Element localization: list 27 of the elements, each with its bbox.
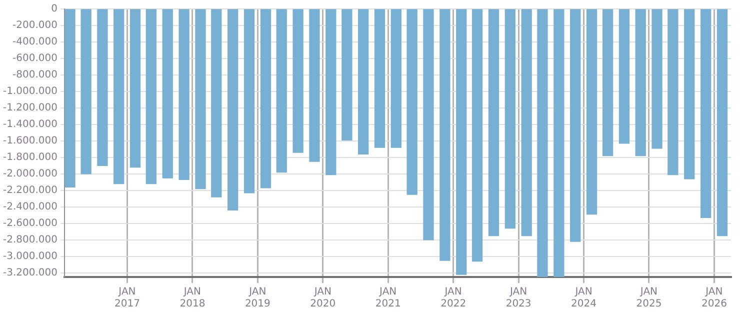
y-tick-label: -3.200.000 bbox=[2, 267, 58, 278]
y-tick-label: -2.200.000 bbox=[2, 185, 58, 196]
y-tick-label: -1.200.000 bbox=[2, 102, 58, 114]
y-tick-label: -3.000.000 bbox=[2, 250, 58, 262]
y-tick-label: -2.800.000 bbox=[2, 234, 58, 246]
x-tick-label: JAN 2022 bbox=[440, 286, 466, 310]
y-tick-label: -400.000 bbox=[12, 36, 58, 48]
y-tick-label: -200.000 bbox=[12, 20, 58, 32]
y-tick-label: -600.000 bbox=[12, 53, 58, 64]
x-tick-label: JAN 2025 bbox=[636, 286, 662, 310]
x-tick-label: JAN 2017 bbox=[114, 286, 140, 310]
y-tick-label: -800.000 bbox=[12, 70, 58, 81]
y-tick-label: -1.800.000 bbox=[2, 152, 58, 164]
y-tick-label: 0 bbox=[51, 4, 58, 15]
y-tick-label: -2.000.000 bbox=[2, 168, 58, 180]
x-tick-label: JAN 2019 bbox=[244, 286, 270, 310]
y-tick-label: -2.600.000 bbox=[2, 218, 58, 229]
x-tick-label: JAN 2020 bbox=[310, 286, 336, 310]
x-tick-label: JAN 2026 bbox=[701, 286, 727, 310]
y-tick-label: -1.400.000 bbox=[2, 119, 58, 130]
y-tick-label: -1.600.000 bbox=[2, 136, 58, 147]
x-tick-label: JAN 2021 bbox=[375, 286, 401, 310]
y-tick-label: -2.400.000 bbox=[2, 202, 58, 212]
x-tick-label: JAN 2018 bbox=[180, 286, 206, 310]
y-tick-label: -1.000.000 bbox=[2, 86, 58, 98]
x-tick-label: JAN 2024 bbox=[571, 286, 596, 310]
x-tick-label: JAN 2023 bbox=[506, 286, 532, 310]
